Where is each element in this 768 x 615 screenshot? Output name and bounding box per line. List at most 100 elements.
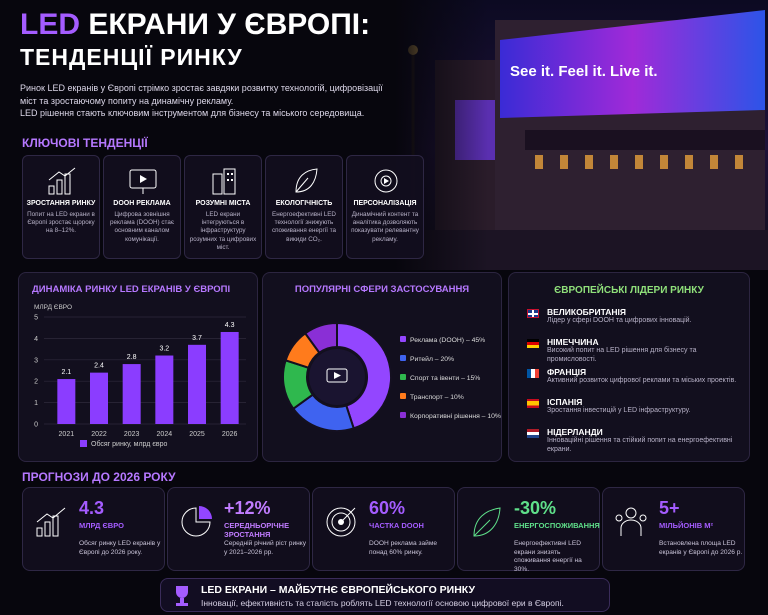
- trend-text: LED екрани інтегруються в інфраструктуру…: [189, 211, 257, 251]
- leader-text: Високий попит на LED рішення для бізнесу…: [547, 347, 697, 363]
- leader-body: ВЕЛИКОБРИТАНІЯ Лідер у сфері DOOH та цифр…: [547, 307, 742, 326]
- forecast-text: Обсяг ринку LED екранів у Європі до 2026…: [79, 540, 161, 556]
- legend-swatch: [400, 336, 406, 342]
- forecast-label: МЛРД ЄВРО: [79, 521, 124, 530]
- leader-name: ІСПАНІЯ: [547, 397, 583, 407]
- legend-label: Обсяг ринку, млрд євро: [91, 440, 168, 448]
- title-accent: LED: [20, 8, 80, 41]
- forecast-card: +12% СЕРЕДНЬОРІЧНЕ ЗРОСТАННЯ Середній річн…: [167, 487, 310, 571]
- trend-card: ПЕРСОНАЛІЗАЦІЯ Динамічний контент та анал…: [346, 155, 424, 259]
- forecast-icon: [615, 507, 647, 536]
- pie-chart: ПОПУЛЯРНІ СФЕРИ ЗАСТОСУВАННЯ Реклама (DOO…: [282, 284, 501, 432]
- flag: [527, 309, 539, 318]
- x-tick-label: 2025: [189, 431, 205, 438]
- leader-item: НІМЕЧЧИНА Високий попит на LED рішення дл…: [527, 337, 742, 365]
- leader-item: ФРАНЦІЯ Активний розвиток цифрової реклам…: [527, 367, 742, 386]
- forecast-value: 5+: [659, 498, 680, 518]
- y-tick-label: 0: [34, 422, 38, 429]
- trend-icon: [295, 168, 318, 193]
- forecast-card: -30% ЕНЕРГОСПОЖИВАННЯ Енергоефективні LED …: [457, 487, 600, 573]
- trend-icon: [129, 169, 157, 194]
- x-tick-label: 2021: [59, 431, 75, 438]
- trend-text: Енергоефективні LED технології знижують …: [271, 211, 337, 243]
- legend-label: Транспорт – 10%: [410, 394, 464, 401]
- forecast-label: ЧАСТКА DOOH: [369, 521, 424, 530]
- trend-icon: [374, 169, 398, 193]
- forecast-icon: [326, 507, 356, 537]
- forecast-card: 4.3 МЛРД ЄВРО Обсяг ринку LED екранів у Єв…: [22, 487, 165, 571]
- trend-title: ЕКОЛОГІЧНІСТЬ: [275, 200, 333, 207]
- trend-title: РОЗУМНІ МІСТА: [195, 200, 251, 207]
- bar-chart: ДИНАМІКА РИНКУ LED ЕКРАНІВ У ЄВРОПІ МЛРД …: [32, 284, 246, 448]
- forecast-icon: [473, 507, 501, 537]
- y-tick-label: 2: [34, 379, 38, 386]
- trophy-icon: [176, 586, 188, 606]
- trend-icon: [48, 167, 76, 195]
- leader-body: ФРАНЦІЯ Активний розвиток цифрової реклам…: [547, 367, 742, 386]
- trend-title: ПЕРСОНАЛІЗАЦІЯ: [353, 200, 417, 207]
- forecast-label: ЕНЕРГОСПОЖИВАННЯ: [514, 521, 600, 530]
- forecast-card: 5+ МІЛЬЙОНІВ М² Встановлена площа LED екра…: [602, 487, 745, 571]
- forecast-value: -30%: [514, 498, 557, 518]
- trend-title: ЗРОСТАННЯ РИНКУ: [26, 200, 96, 207]
- forecast-value: +12%: [224, 498, 271, 518]
- trend-card: ЕКОЛОГІЧНІСТЬ Енергоефективні LED техноло…: [265, 155, 343, 259]
- trend-text: Попит на LED екрани в Європі зростає щор…: [27, 211, 95, 235]
- bar: [220, 331, 239, 424]
- leader-body: НІМЕЧЧИНА Високий попит на LED рішення дл…: [547, 337, 742, 365]
- leader-body: НІДЕРЛАНДИ Інноваційні рішення та стійкий…: [547, 427, 742, 455]
- legend-swatch: [80, 440, 87, 447]
- subtitle: ТЕНДЕНЦІЇ РИНКУ: [20, 44, 243, 70]
- forecast-text: Енергоефективні LED екрани знизять спожи…: [514, 540, 582, 573]
- leaders-title: ЄВРОПЕЙСЬКІ ЛІДЕРИ РИНКУ: [554, 285, 704, 296]
- leaders-panel: ЄВРОПЕЙСЬКІ ЛІДЕРИ РИНКУ ВЕЛИКОБРИТАНІЯ Л…: [508, 272, 750, 462]
- forecast-label: МІЛЬЙОНІВ М²: [659, 521, 713, 530]
- leader-text: Лідер у сфері DOOH та цифрових інновацій…: [547, 317, 692, 324]
- chart-title: ПОПУЛЯРНІ СФЕРИ ЗАСТОСУВАННЯ: [295, 284, 469, 295]
- leader-name: НІДЕРЛАНДИ: [547, 427, 603, 437]
- y-tick-label: 5: [34, 315, 38, 322]
- leader-item: НІДЕРЛАНДИ Інноваційні рішення та стійкий…: [527, 427, 742, 455]
- forecast-value: 60%: [369, 498, 406, 518]
- center-icon: [326, 368, 348, 383]
- forecast-value: 4.3: [79, 498, 105, 518]
- legend-swatch: [400, 412, 406, 418]
- legend-label: Корпоративні рішення – 10%: [410, 412, 501, 420]
- leader-body: ІСПАНІЯ Зростання інвестицій у LED інфрас…: [547, 397, 742, 416]
- bar: [155, 355, 174, 424]
- trend-card: ЗРОСТАННЯ РИНКУ Попит на LED екрани в Євр…: [22, 155, 100, 259]
- legend-label: Реклама (DOOH) – 45%: [410, 337, 485, 344]
- legend-label: Спорт та івенти – 15%: [410, 374, 480, 382]
- forecast-icon: [36, 507, 66, 537]
- y-tick-label: 4: [34, 336, 38, 343]
- leader-name: НІМЕЧЧИНА: [547, 337, 599, 347]
- x-tick-label: 2023: [124, 431, 140, 438]
- leader-item: ВЕЛИКОБРИТАНІЯ Лідер у сфері DOOH та цифр…: [527, 307, 742, 326]
- forecast-text: DOOH реклама займе понад 60% ринку.: [369, 540, 438, 556]
- x-tick-label: 2026: [222, 431, 238, 438]
- forecast-text: Середній річний ріст ринку у 2021–2026 р…: [224, 540, 307, 556]
- trend-card: РОЗУМНІ МІСТА LED екрани інтегруються в і…: [184, 155, 262, 259]
- intro: Ринок LED екранів у Європі стрімко зрост…: [20, 83, 383, 106]
- leader-item: ІСПАНІЯ Зростання інвестицій у LED інфрас…: [527, 397, 742, 416]
- forecast-card: 60% ЧАСТКА DOOH DOOH реклама займе понад 6…: [312, 487, 455, 571]
- leader-name: ФРАНЦІЯ: [547, 367, 587, 377]
- value-label: 2.8: [127, 354, 137, 361]
- trend-text: Цифрова зовнішня реклама (DOOH) стає осн…: [109, 211, 175, 243]
- forecast-text: Встановлена площа LED екранів у Європі д…: [659, 540, 743, 556]
- value-label: 4.3: [225, 322, 235, 329]
- legend-swatch: [400, 393, 406, 399]
- title: LED ЕКРАНИ У ЄВРОПІ:: [20, 8, 370, 42]
- legend-swatch: [400, 355, 406, 361]
- footer-text: Інновації, ефективність та сталість робл…: [201, 598, 564, 608]
- chart-title: ДИНАМІКА РИНКУ LED ЕКРАНІВ У ЄВРОПІ: [32, 284, 230, 295]
- x-tick-label: 2022: [91, 431, 107, 438]
- section-title: ПРОГНОЗИ ДО 2026 РОКУ: [22, 470, 176, 484]
- y-tick-label: 1: [34, 400, 38, 407]
- bar: [57, 379, 76, 424]
- flag: [527, 339, 539, 348]
- value-label: 2.1: [61, 369, 71, 376]
- trend-text: Динамічний контент та аналітика дозволяю…: [351, 211, 419, 243]
- flag: [527, 429, 539, 438]
